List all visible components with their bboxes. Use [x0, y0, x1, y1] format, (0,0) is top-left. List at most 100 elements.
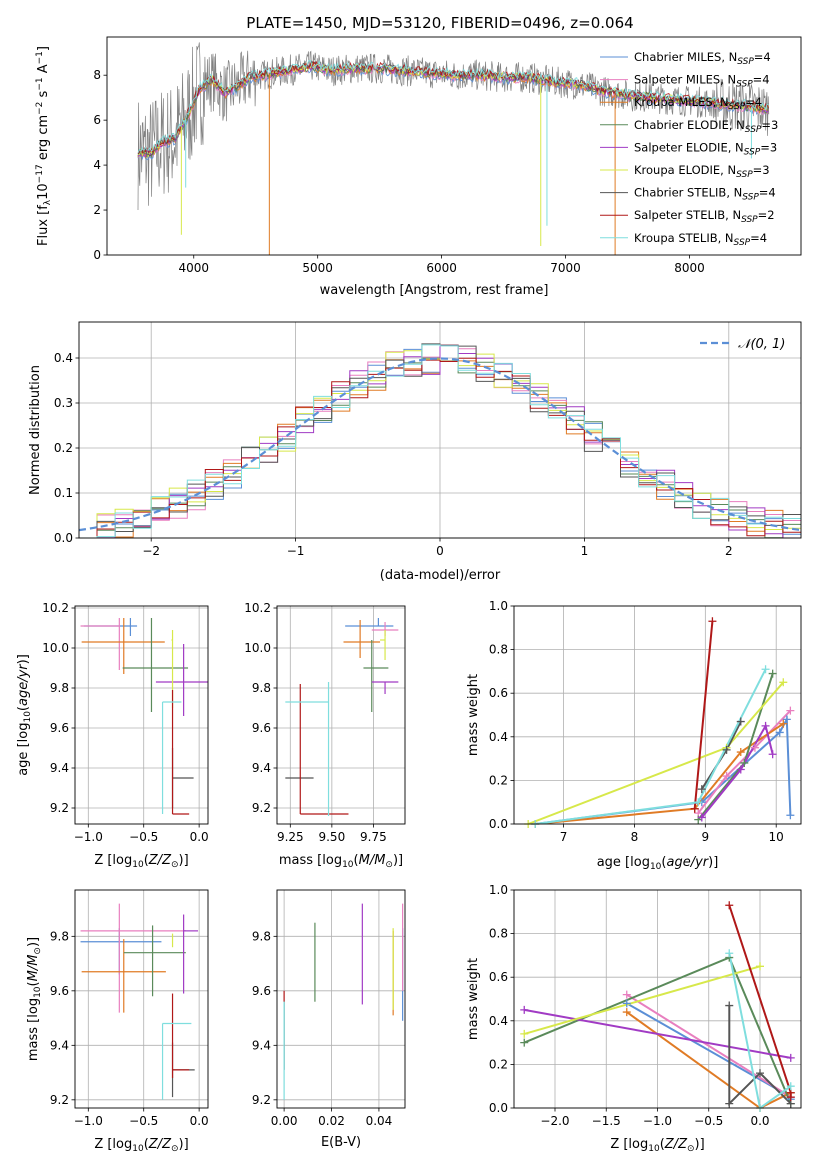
tick-label-y: 9.4: [50, 761, 69, 775]
tick-label-x: 0.0: [190, 830, 209, 844]
data-point: [722, 772, 731, 781]
tick-label-x: 0: [436, 544, 444, 558]
data-point: [520, 1029, 529, 1038]
data-point: [740, 758, 749, 767]
legend-entry: Salpeter ELODIE, NSSP=3: [634, 140, 777, 157]
model-kroupa-stelib: [137, 60, 769, 153]
series-line: [626, 1011, 792, 1108]
data-point: [768, 750, 777, 759]
data-point: [622, 1008, 631, 1017]
axis-label-y: age [log10(age/yr)]: [16, 654, 33, 776]
axis-label-y: Normed distribution: [28, 365, 43, 495]
tick-label-x: −1: [287, 544, 305, 558]
tick-label-y: 0.3: [54, 396, 73, 410]
tick-label-x: −1.5: [592, 1114, 621, 1128]
data-point: [786, 1093, 795, 1102]
data-point: [694, 798, 703, 807]
data-point: [622, 999, 631, 1008]
tick-label-y: 0.2: [489, 773, 508, 787]
data-point: [786, 706, 795, 715]
panel-age_vs_mass: 9.25 9.50 9.75 9.2 9.4 9.6 9.8 10.0 10.2 mass [lo…: [244, 601, 406, 870]
data-point: [725, 901, 734, 910]
tick-label-x: 6000: [426, 261, 457, 275]
data-point: [779, 678, 788, 687]
tick-label-y: 9.2: [252, 1093, 271, 1107]
axes-frame: [74, 889, 209, 1109]
tick-label-y: 0.1: [54, 486, 73, 500]
panel-weight_vs_age: 7 8 9 10 0.0 0.2 0.4 0.6 0.8 1.0 age [log10(age/yr…: [466, 599, 802, 872]
tick-label-x: 0.00: [271, 1114, 298, 1128]
legend-entry: 𝒩(0, 1): [738, 337, 785, 352]
tick-label-y: 0.4: [489, 1014, 508, 1028]
data-point: [736, 765, 745, 774]
legend-entry: Salpeter MILES, NSSP=4: [634, 73, 770, 90]
tick-label-x: 4000: [178, 261, 209, 275]
series-line: [626, 993, 792, 1098]
series-line: [535, 722, 784, 824]
series-line: [728, 953, 792, 1108]
data-point: [708, 617, 717, 626]
tick-label-y: 1.0: [489, 883, 508, 897]
tick-label-y: 8: [93, 68, 101, 82]
data-point: [768, 669, 777, 678]
axis-label-x: wavelength [Angstrom, rest frame]: [320, 283, 549, 298]
tick-label-y: 4: [93, 158, 101, 172]
data-point: [750, 743, 759, 752]
tick-label-x: 8: [631, 830, 639, 844]
axis-label-x: Z [log10(Z/Z⊙)]: [94, 853, 188, 870]
panel-weight_vs_Z: −2.0 −1.5 −1.0 −0.5 0.0 0.0 0.2 0.4 0.6 0.8 1.0 Z […: [466, 883, 802, 1154]
axis-label-x: Z [log10(Z/Z⊙)]: [610, 1137, 704, 1154]
tick-label-x: 0.0: [190, 1114, 209, 1128]
tick-label-y: 0.2: [54, 441, 73, 455]
data-point: [756, 1069, 764, 1078]
legend-entry: Kroupa MILES, NSSP=4: [634, 95, 762, 112]
tick-label-y: 0.4: [489, 730, 508, 744]
data-point: [697, 813, 706, 822]
data-point: [786, 1082, 795, 1091]
data-point: [779, 719, 788, 728]
tick-label-y: 10.2: [42, 601, 69, 615]
tick-label-y: 10.2: [244, 601, 271, 615]
tick-label-x: −0.5: [694, 1114, 723, 1128]
tick-label-x: 0.0: [750, 1114, 769, 1128]
data-point: [622, 990, 631, 999]
tick-label-y: 9.2: [50, 1093, 69, 1107]
tick-label-x: 9: [702, 830, 710, 844]
tick-label-x: 8000: [674, 261, 705, 275]
tick-label-x: 9.25: [277, 830, 304, 844]
plot-area: [80, 903, 199, 1100]
axis-label-y: Flux [fλ10−17 erg cm−2 s−1 A−1]: [35, 46, 53, 246]
tick-label-y: 9.6: [252, 984, 271, 998]
axis-label-y: mass weight: [466, 958, 481, 1040]
data-point: [761, 721, 770, 730]
data-point: [775, 728, 784, 737]
legend-entry: Kroupa STELIB, NSSP=4: [634, 231, 767, 248]
data-point: [697, 785, 706, 794]
panel-mass_vs_EBV: 0.00 0.02 0.04 9.2 9.4 9.6 9.8 E(B-V): [252, 889, 406, 1150]
tick-label-y: 9.6: [50, 721, 69, 735]
tick-label-x: −0.5: [129, 1114, 158, 1128]
data-point: [761, 665, 770, 674]
series-line: [524, 965, 761, 1035]
series-line: [527, 681, 785, 824]
tick-label-y: 9.2: [252, 801, 271, 815]
axis-label-x: E(B-V): [321, 1135, 361, 1150]
legend-entry: Kroupa ELODIE, NSSP=3: [634, 163, 770, 180]
axes-frame: [106, 36, 802, 256]
tick-label-x: 0.04: [366, 1114, 393, 1128]
panel-age_vs_Z: −1.0 −0.5 0.0 9.2 9.4 9.6 9.8 10.0 10.2 Z [log10(…: [16, 601, 209, 870]
tick-label-x: 9.75: [360, 830, 387, 844]
axes-frame: [74, 605, 209, 825]
tick-label-y: 0.8: [489, 643, 508, 657]
data-point: [722, 745, 731, 754]
figure-title: PLATE=1450, MJD=53120, FIBERID=0496, z=0…: [246, 14, 633, 32]
data-point: [736, 717, 745, 726]
tick-label-y: 0.0: [54, 531, 73, 545]
tick-label-y: 9.8: [252, 681, 271, 695]
axis-label-x: Z [log10(Z/Z⊙)]: [94, 1137, 188, 1154]
normal-curve: [79, 357, 801, 532]
axis-label-x: age [log10(age/yr)]: [597, 855, 719, 872]
plot-area: [285, 618, 399, 816]
tick-label-x: −0.5: [129, 830, 158, 844]
tick-label-x: −2: [142, 544, 160, 558]
